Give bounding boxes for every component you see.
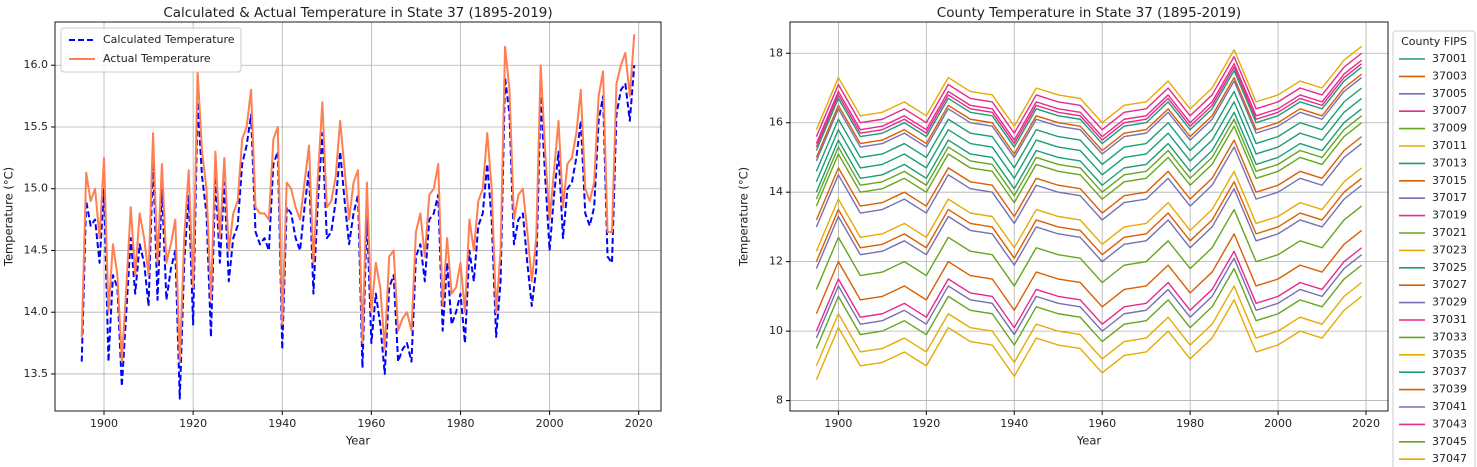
- x-tick-label: 1940: [1000, 417, 1028, 430]
- y-tick-label: 8: [776, 394, 783, 407]
- series-line: [815, 295, 1363, 381]
- legend-label: Calculated Temperature: [103, 33, 235, 46]
- series-line: [815, 254, 1363, 339]
- series-line: [815, 108, 1363, 193]
- plot-lines: [815, 45, 1363, 381]
- legend-label: 37021: [1432, 226, 1467, 239]
- x-tick-label: 1920: [179, 417, 207, 430]
- legend-label: 37015: [1432, 174, 1467, 187]
- series-line: [815, 184, 1363, 269]
- series-line: [815, 66, 1363, 151]
- legend-label: 37033: [1432, 330, 1467, 343]
- legend-label: 37025: [1432, 261, 1467, 274]
- legend-box: [1392, 30, 1476, 467]
- series-line: [815, 122, 1363, 207]
- series-line: [815, 247, 1363, 332]
- chart-title: County Temperature in State 37 (1895-201…: [937, 5, 1241, 21]
- chart-title: Calculated & Actual Temperature in State…: [163, 5, 552, 21]
- legend-label: 37009: [1432, 122, 1467, 135]
- series-line: [815, 59, 1363, 144]
- series-line: [815, 115, 1363, 200]
- legend-label: Actual Temperature: [103, 52, 211, 65]
- legend-label: 37003: [1432, 69, 1467, 82]
- y-tick-label: 10: [769, 324, 783, 337]
- series-line: [815, 45, 1363, 130]
- series-line: [815, 63, 1363, 148]
- x-axis-label: Year: [345, 434, 371, 448]
- series-line: [815, 177, 1363, 262]
- legend-label: 37001: [1432, 52, 1467, 65]
- x-tick-label: 2000: [536, 417, 564, 430]
- y-tick-label: 14: [769, 185, 783, 198]
- legend-label: 37017: [1432, 191, 1467, 204]
- series-line: [815, 167, 1363, 252]
- series-line: [815, 77, 1363, 162]
- y-tick-label: 15.5: [24, 120, 49, 133]
- legend-label: 37011: [1432, 139, 1467, 152]
- legend-label: 37037: [1432, 365, 1467, 378]
- series-line: [815, 281, 1363, 367]
- x-tick-label: 1920: [912, 417, 940, 430]
- legend-label: 37019: [1432, 209, 1467, 222]
- legend-label: 37045: [1432, 435, 1467, 448]
- y-axis-label: Temperature (°C): [2, 167, 16, 267]
- series-line: [815, 87, 1363, 172]
- y-tick-label: 14.0: [24, 305, 49, 318]
- y-tick-label: 16: [769, 116, 783, 129]
- x-tick-label: 1980: [1176, 417, 1204, 430]
- plot-frame: [54, 21, 662, 412]
- series-line: [815, 205, 1363, 290]
- y-tick-label: 14.5: [24, 243, 49, 256]
- legend-label: 37047: [1432, 452, 1467, 465]
- x-tick-label: 2020: [625, 417, 653, 430]
- plot-frame: [789, 21, 1389, 412]
- series-line: [815, 264, 1363, 349]
- legend-label: 37005: [1432, 87, 1467, 100]
- y-tick-label: 18: [769, 46, 783, 59]
- legend-label: 37029: [1432, 296, 1467, 309]
- series-line: [815, 52, 1363, 137]
- legend-label: 37043: [1432, 417, 1467, 430]
- series-line: [815, 136, 1363, 221]
- y-tick-label: 16.0: [24, 58, 49, 71]
- legend-label: 37041: [1432, 400, 1467, 413]
- x-tick-label: 1980: [446, 417, 474, 430]
- legend-label: 37013: [1432, 156, 1467, 169]
- x-tick-label: 1960: [1088, 417, 1116, 430]
- legend-label: 37023: [1432, 243, 1467, 256]
- x-tick-label: 1900: [90, 417, 118, 430]
- y-tick-label: 15.0: [24, 182, 49, 195]
- y-axis-label: Temperature (°C): [737, 167, 751, 267]
- y-tick-label: 13.5: [24, 367, 49, 380]
- legend-title: County FIPS: [1401, 35, 1467, 48]
- series-line: [815, 143, 1363, 228]
- x-tick-label: 1940: [268, 417, 296, 430]
- legend-label: 37027: [1432, 278, 1467, 291]
- x-tick-label: 1960: [357, 417, 385, 430]
- x-axis-label: Year: [1076, 434, 1102, 448]
- x-tick-label: 2020: [1352, 417, 1380, 430]
- legend-label: 37031: [1432, 313, 1467, 326]
- x-tick-label: 1900: [824, 417, 852, 430]
- x-tick-label: 2000: [1264, 417, 1292, 430]
- y-tick-label: 12: [769, 255, 783, 268]
- series-line: [80, 34, 636, 363]
- plot-lines: [80, 34, 636, 400]
- series-line: [815, 229, 1363, 315]
- legend-label: 37007: [1432, 104, 1467, 117]
- series-line: [815, 73, 1363, 158]
- legend-label: 37039: [1432, 383, 1467, 396]
- series-line: [815, 97, 1363, 183]
- legend-box: [60, 27, 242, 73]
- legend-label: 37035: [1432, 348, 1467, 361]
